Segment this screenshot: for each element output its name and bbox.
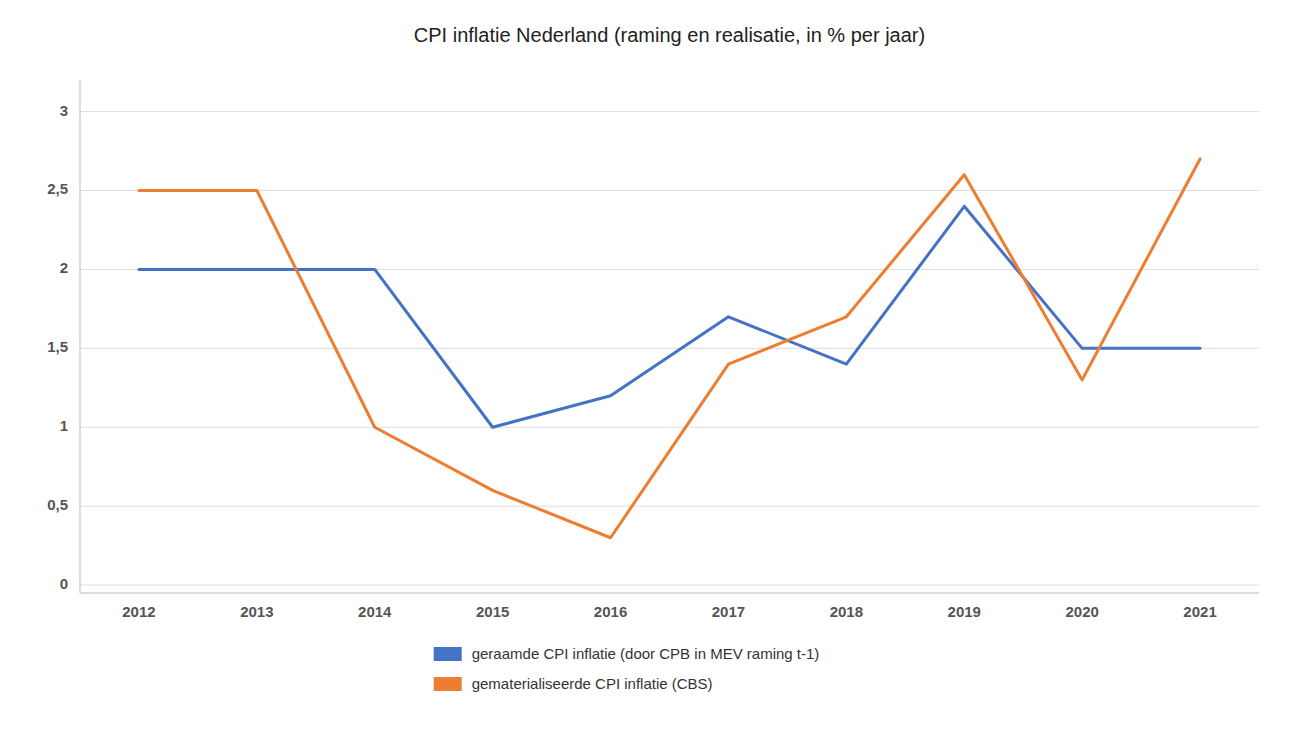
x-tick-label: 2016 [594, 603, 627, 620]
x-tick-label: 2021 [1183, 603, 1216, 620]
y-tick-label: 2 [60, 259, 68, 276]
legend-label: gematerialiseerde CPI inflatie (CBS) [472, 675, 713, 692]
y-tick-label: 3 [60, 102, 68, 119]
x-tick-label: 2020 [1065, 603, 1098, 620]
x-tick-label: 2012 [122, 603, 155, 620]
title: CPI inflatie Nederland (raming en realis… [414, 24, 925, 46]
grid-line [80, 427, 1259, 428]
x-tick-label: 2015 [476, 603, 509, 620]
x-axis-line [80, 593, 1259, 594]
x-tick-label: 2018 [830, 603, 863, 620]
series-line [139, 159, 1200, 538]
y-tick-label: 2,5 [47, 180, 68, 197]
x-tick-label: 2019 [948, 603, 981, 620]
legend-label: geraamde CPI inflatie (door CPB in MEV r… [472, 645, 820, 662]
x-tick-label: 2014 [358, 603, 392, 620]
y-axis-line [80, 80, 81, 593]
y-tick-label: 0,5 [47, 496, 68, 513]
grid-line [80, 506, 1259, 507]
x-tick-label: 2013 [240, 603, 273, 620]
legend-swatch [434, 647, 462, 661]
legend-swatch [434, 677, 462, 691]
series-line [139, 206, 1200, 427]
legend: geraamde CPI inflatie (door CPB in MEV r… [434, 645, 820, 692]
grid-line [80, 111, 1259, 112]
grid-line [80, 585, 1259, 586]
chart: CPI inflatie Nederland (raming en realis… [0, 0, 1299, 753]
lines [139, 159, 1200, 538]
y-tick-label: 0 [60, 575, 68, 592]
y-tick-label: 1,5 [47, 338, 68, 355]
y-axis: 0 0,5 1 1,5 2 2,5 3 [47, 102, 1259, 593]
x-axis: 2012 2013 2014 2015 2016 2017 2018 2019 2020 2021 [122, 603, 1216, 620]
y-tick-label: 1 [60, 417, 68, 434]
x-tick-label: 2017 [712, 603, 745, 620]
